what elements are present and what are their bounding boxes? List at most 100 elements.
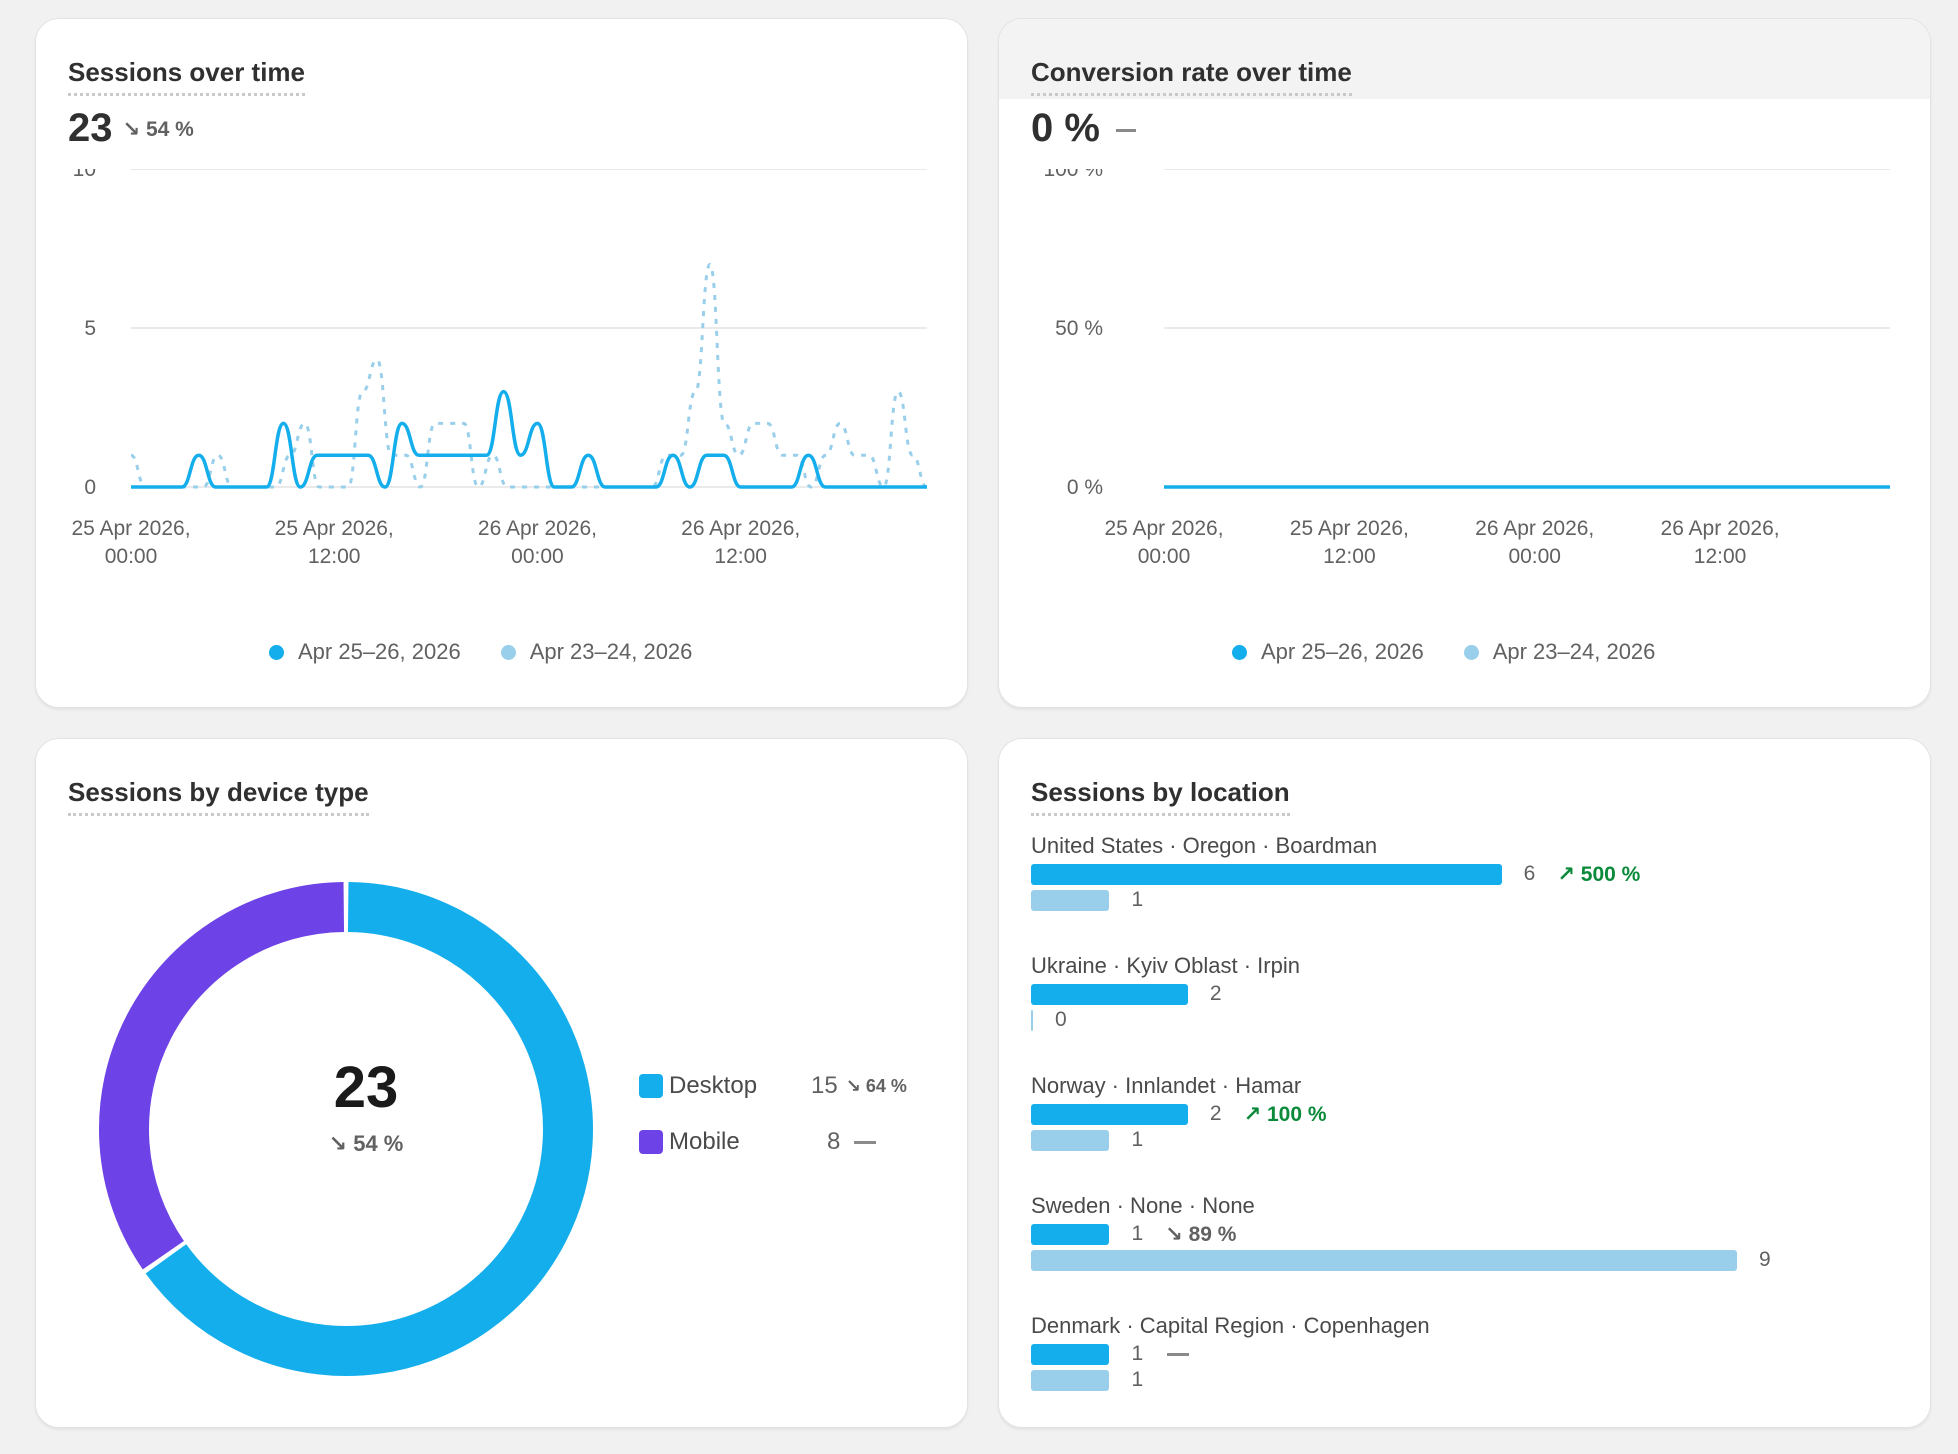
x-tick-label: 26 Apr 2026, 12:00 <box>1661 517 1780 568</box>
legend-item-current[interactable]: Apr 25–26, 2026 <box>269 639 461 665</box>
arrow-down-right-icon: ↘ <box>328 1131 348 1156</box>
device-type-card: Sessions by device type 23 ↘ 54 % Deskto… <box>35 738 968 1428</box>
device-legend-mobile[interactable]: Mobile 8 <box>639 1125 959 1159</box>
conversion-legend: Apr 25–26, 2026 Apr 23–24, 2026 <box>1232 639 1655 665</box>
bar-value: 9 <box>1759 1248 1771 1271</box>
previous-bar-row: 9 <box>1031 1247 1911 1273</box>
x-tick-label: 26 Apr 2026, 00:00 <box>1475 517 1594 568</box>
title-hover-band <box>999 19 1930 99</box>
sessions-total-value: 23 <box>68 106 113 150</box>
location-item[interactable]: Norway · Innlandet · Hamar 2 ↗ 100 % 1 <box>1031 1071 1911 1153</box>
location-item[interactable]: Sweden · None · None 1 ↘ 89 % 9 <box>1031 1191 1911 1273</box>
device-donut-chart[interactable] <box>66 849 626 1409</box>
sessions-legend: Apr 25–26, 2026 Apr 23–24, 2026 <box>269 639 692 665</box>
legend-dot-previous <box>1463 644 1479 660</box>
previous-bar-row: 1 <box>1031 887 1911 913</box>
previous-period-bar <box>1031 1009 1033 1031</box>
arrow-down-right-icon: ↘ <box>1165 1222 1183 1246</box>
legend-dot-previous <box>500 644 516 660</box>
conversion-line-chart[interactable]: 100 % 50 % 0 % 25 Apr 2026, 00:00 25 Apr 202… <box>999 169 1930 589</box>
legend-item-previous[interactable]: Apr 23–24, 2026 <box>500 639 693 665</box>
no-change-dash-icon <box>854 1140 877 1144</box>
current-period-bar <box>1031 983 1188 1005</box>
desktop-label: Desktop <box>669 1072 758 1099</box>
bar-value: 1 <box>1131 1128 1144 1151</box>
arrow-down-right-icon: ↘ <box>122 118 141 142</box>
bar-value: 1 <box>1131 1342 1144 1365</box>
x-tick-label: 26 Apr 2026, 00:00 <box>478 517 597 568</box>
device-type-title[interactable]: Sessions by device type <box>68 775 369 816</box>
desktop-delta: ↘ 64 % <box>846 1076 907 1097</box>
location-name: United States · Oregon · Boardman <box>1031 833 1378 858</box>
bar-value: 0 <box>1055 1008 1067 1031</box>
x-tick-label: 25 Apr 2026, 00:00 <box>71 517 190 568</box>
previous-bar-row: 1 <box>1031 1127 1911 1153</box>
legend-label-current: Apr 25–26, 2026 <box>1261 639 1424 664</box>
location-item[interactable]: United States · Oregon · Boardman 6 ↗ 500 … <box>1031 831 1911 913</box>
bar-value: 6 <box>1523 862 1536 885</box>
arrow-up-right-icon: ↗ <box>1243 1102 1262 1126</box>
donut-slice-desktop[interactable] <box>145 882 593 1376</box>
legend-label-previous: Apr 23–24, 2026 <box>1492 639 1656 664</box>
mobile-swatch <box>639 1130 663 1154</box>
mobile-value: 8 <box>827 1128 841 1155</box>
series-current-line <box>131 389 927 489</box>
current-bar-row: 6 ↗ 500 % <box>1031 861 1911 887</box>
desktop-value: 15 <box>811 1072 838 1099</box>
y-tick-label: 50 % <box>1055 317 1103 340</box>
desktop-swatch <box>639 1074 663 1098</box>
location-item[interactable]: Denmark · Capital Region · Copenhagen 1 1 <box>1031 1311 1911 1393</box>
location-item[interactable]: Ukraine · Kyiv Oblast · Irpin 2 0 <box>1031 951 1911 1033</box>
conversion-total-value: 0 % <box>1031 106 1100 150</box>
legend-dot-current <box>1232 644 1247 660</box>
location-title[interactable]: Sessions by location <box>1031 775 1290 816</box>
sessions-over-time-title[interactable]: Sessions over time <box>68 55 305 96</box>
location-name: Ukraine · Kyiv Oblast · Irpin <box>1031 953 1300 978</box>
legend-item-previous[interactable]: Apr 23–24, 2026 <box>1463 639 1656 665</box>
sessions-delta: ↘ 54 % <box>123 118 194 141</box>
mobile-label: Mobile <box>669 1128 740 1155</box>
current-bar-row: 1 <box>1031 1341 1911 1367</box>
sessions-line-chart[interactable]: 10 5 0 25 Apr 2026, 00:00 25 Apr 2026, 12:00 2… <box>36 169 967 589</box>
y-tick-label: 5 <box>84 317 96 340</box>
donut-slice-mobile[interactable] <box>99 882 345 1270</box>
legend-item-current[interactable]: Apr 25–26, 2026 <box>1232 639 1424 665</box>
x-tick-label: 26 Apr 2026, 12:00 <box>681 517 800 568</box>
y-tick-label: 0 <box>84 476 96 499</box>
bar-value: 2 <box>1209 1102 1222 1125</box>
x-tick-label: 25 Apr 2026, 12:00 <box>1290 517 1409 568</box>
conversion-rate-card: Conversion rate over time 0 % 100 % 50 % 0… <box>998 18 1931 708</box>
current-bar-row: 2 ↗ 100 % <box>1031 1101 1911 1127</box>
change-badge: ↗ 100 % <box>1244 1102 1327 1127</box>
device-legend-desktop[interactable]: Desktop 15 ↘ 64 % <box>639 1069 959 1103</box>
previous-period-bar <box>1031 1369 1110 1391</box>
location-name: Denmark · Capital Region · Copenhagen <box>1031 1313 1430 1338</box>
legend-label-current: Apr 25–26, 2026 <box>298 639 461 664</box>
x-tick-label: 25 Apr 2026, 12:00 <box>275 517 394 568</box>
conversion-rate-title[interactable]: Conversion rate over time <box>1031 55 1352 96</box>
change-value: 89 % <box>1182 1222 1237 1246</box>
previous-bar-row: 1 <box>1031 1367 1911 1393</box>
bar-value: 1 <box>1131 888 1144 911</box>
device-total-delta-value: 54 % <box>353 1131 404 1156</box>
location-name: Norway · Innlandet · Hamar <box>1031 1073 1302 1098</box>
device-total-delta: ↘ 54 % <box>236 1131 496 1157</box>
location-name: Sweden · None · None <box>1031 1193 1255 1218</box>
device-total-value: 23 <box>333 1055 399 1120</box>
current-bar-row: 1 ↘ 89 % <box>1031 1221 1911 1247</box>
y-tick-label: 10 <box>73 169 96 181</box>
bar-value: 2 <box>1209 982 1222 1005</box>
current-period-bar <box>1031 1343 1110 1365</box>
arrow-up-right-icon: ↗ <box>1557 862 1575 886</box>
desktop-delta-value: 64 % <box>865 1075 907 1096</box>
previous-period-bar <box>1031 1129 1110 1151</box>
sessions-delta-value: 54 % <box>145 118 194 142</box>
location-card: Sessions by location United States · Ore… <box>998 738 1931 1428</box>
current-period-bar <box>1031 863 1502 885</box>
legend-label-previous: Apr 23–24, 2026 <box>529 639 693 664</box>
previous-period-bar <box>1031 889 1110 911</box>
legend-dot-current <box>269 644 284 660</box>
previous-period-bar <box>1031 1249 1737 1271</box>
change-value: 100 % <box>1261 1102 1327 1126</box>
change-badge: ↘ 89 % <box>1165 1222 1236 1247</box>
